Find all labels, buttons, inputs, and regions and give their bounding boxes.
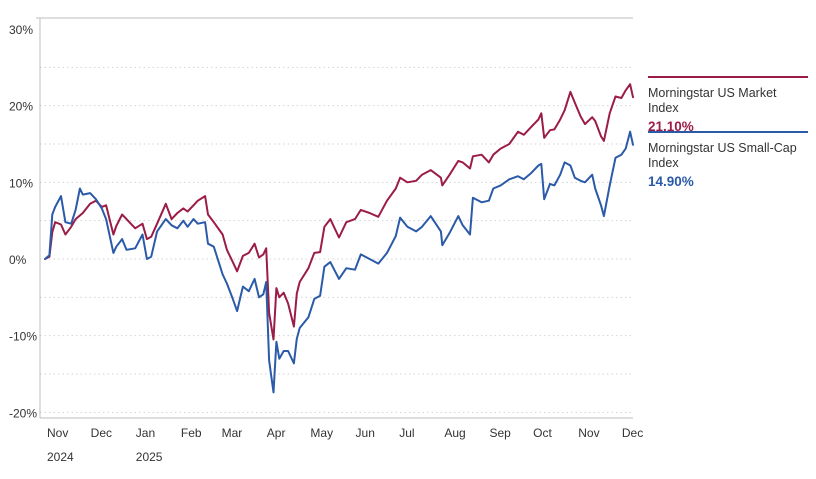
x-axis: Nov Dec Jan Feb Mar Apr May Jun Jul Aug Sep Oct Nov D… — [40, 417, 643, 464]
x-tick-label: Dec — [622, 426, 643, 440]
legend-market-name: Morningstar US Market Index — [648, 86, 777, 115]
series-line-market — [44, 83, 634, 341]
legend-small-cap-rule — [648, 131, 808, 133]
x-tick-label: Aug — [444, 426, 465, 440]
year-label: 2024 — [47, 450, 74, 464]
y-tick-label: -20% — [9, 406, 37, 420]
series-line-small-cap — [44, 130, 634, 394]
x-tick-label: Jul — [399, 426, 414, 440]
grid-lines — [36, 17, 633, 413]
x-tick-label: Apr — [267, 426, 286, 440]
x-tick-label: Nov — [578, 426, 599, 440]
y-tick-label: 10% — [9, 176, 33, 190]
legend-market-value: 21.10% — [648, 119, 694, 134]
x-tick-label: Nov — [47, 426, 68, 440]
year-label: 2025 — [136, 450, 163, 464]
legend-market: Morningstar US Market Index 21.10% — [648, 76, 808, 134]
y-tick-label: -10% — [9, 330, 37, 344]
series-lines — [44, 83, 634, 394]
x-tick-label: Sep — [489, 426, 511, 440]
x-tick-label: Jan — [136, 426, 155, 440]
legend-market-rule — [648, 76, 808, 78]
x-tick-label: May — [310, 426, 333, 440]
legend-small-cap: Morningstar US Small-Cap Index 14.90% — [648, 131, 808, 189]
x-tick-label: Feb — [181, 426, 202, 440]
legend-small-cap-name: Morningstar US Small-Cap Index — [648, 141, 797, 170]
y-tick-label: 30% — [9, 23, 33, 37]
legend-small-cap-value: 14.90% — [648, 174, 694, 189]
x-tick-label: Mar — [222, 426, 243, 440]
x-tick-label: Dec — [91, 426, 112, 440]
x-tick-label: Jun — [356, 426, 375, 440]
y-axis: 30% 20% 10% 0% -10% -20% — [9, 18, 41, 420]
y-tick-label: 20% — [9, 100, 33, 114]
y-tick-label: 0% — [9, 253, 27, 267]
x-tick-label: Oct — [533, 426, 552, 440]
